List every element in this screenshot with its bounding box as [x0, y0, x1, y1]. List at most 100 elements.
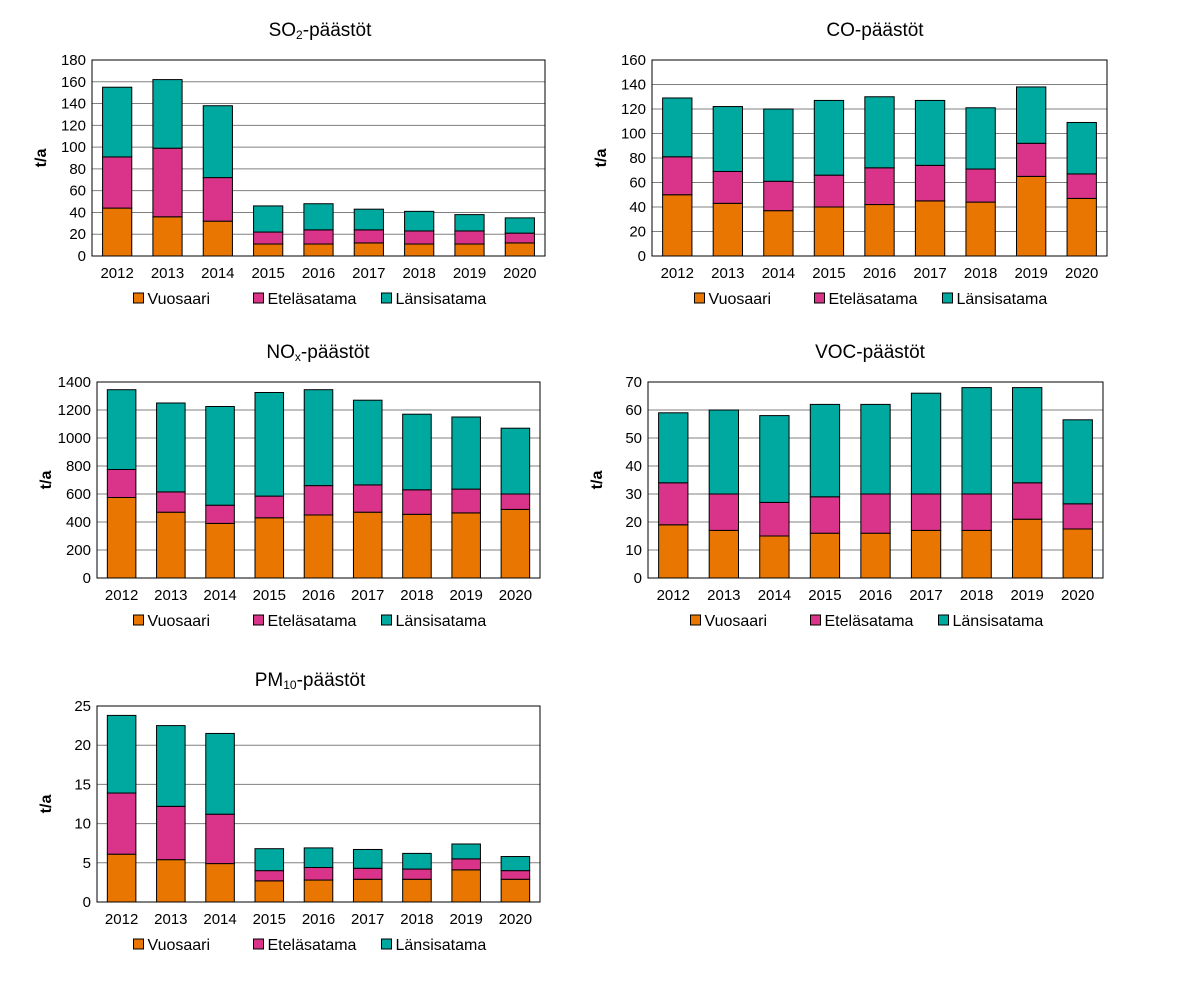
bar-eteläsatama-2012 — [658, 482, 689, 526]
bar-eteläsatama-2012 — [102, 156, 133, 209]
bar-eteläsatama-2012 — [106, 469, 137, 498]
bar-länsisatama-2020 — [1062, 419, 1093, 505]
y-tick-label: 15 — [74, 776, 91, 793]
plot-area — [96, 381, 541, 579]
bar-vuosaari-2019 — [451, 512, 481, 579]
x-tick-label: 2014 — [203, 587, 236, 604]
y-tick-label: 140 — [61, 96, 86, 113]
bar-länsisatama-2016 — [303, 389, 334, 487]
y-axis-label: t/a — [589, 471, 606, 490]
plot-area — [651, 59, 1108, 257]
bar-vuosaari-2012 — [102, 207, 133, 257]
title-sub: 2 — [296, 28, 303, 42]
x-tick-label: 2016 — [302, 911, 335, 928]
y-axis-label: t/a — [38, 471, 55, 490]
bar-eteläsatama-2014 — [759, 501, 790, 537]
y-tick-label: 1000 — [58, 430, 91, 447]
bar-länsisatama-2017 — [914, 99, 946, 166]
y-tick-label: 60 — [629, 175, 646, 192]
y-tick-label: 800 — [66, 458, 91, 475]
bar-länsisatama-2019 — [454, 214, 485, 232]
legend-label: Länsisatama — [396, 291, 487, 308]
bar-länsisatama-2016 — [303, 847, 334, 869]
title-suffix: -päästöt — [296, 670, 366, 691]
y-axis-label: t/a — [38, 795, 55, 814]
legend: Vuosaari Eteläsatama Länsisatama — [133, 613, 486, 630]
legend-label: Länsisatama — [957, 291, 1048, 308]
y-tick-label: 40 — [69, 204, 86, 221]
bar-eteläsatama-2013 — [708, 493, 739, 531]
bar-eteläsatama-2014 — [202, 177, 233, 222]
bar-länsisatama-2013 — [156, 725, 186, 807]
bar-eteläsatama-2013 — [156, 805, 186, 861]
bar-vuosaari-2015 — [254, 880, 285, 903]
y-tick-label: 160 — [621, 52, 646, 69]
bar-vuosaari-2018 — [402, 513, 432, 579]
legend-swatch-vuosaari — [133, 292, 144, 304]
x-tick-label: 2017 — [352, 265, 385, 282]
chart-title: CO-päästöt — [826, 20, 923, 42]
x-tick-label: 2019 — [449, 587, 482, 604]
legend-swatch-eteläsatama — [253, 614, 264, 626]
y-tick-label: 400 — [66, 514, 91, 531]
y-tick-label: 60 — [625, 402, 642, 419]
bar-vuosaari-2013 — [152, 216, 183, 257]
chart-title: NOx-päästöt — [266, 342, 369, 364]
bar-länsisatama-2014 — [763, 108, 794, 182]
legend-label: Eteläsatama — [268, 291, 357, 308]
legend: Vuosaari Eteläsatama Länsisatama — [133, 937, 486, 954]
x-tick-label: 2012 — [661, 265, 694, 282]
bar-länsisatama-2016 — [864, 96, 895, 169]
bar-vuosaari-2013 — [156, 859, 186, 903]
title-sub: 10 — [283, 678, 297, 692]
y-tick-label: 60 — [69, 183, 86, 200]
legend: Vuosaari Eteläsatama Länsisatama — [690, 613, 1043, 630]
bar-länsisatama-2020 — [1066, 121, 1097, 175]
bar-vuosaari-2018 — [402, 878, 432, 903]
bar-vuosaari-2014 — [763, 210, 794, 257]
bar-vuosaari-2017 — [352, 878, 383, 903]
x-tick-label: 2013 — [154, 587, 187, 604]
legend-swatch-vuosaari — [133, 938, 144, 950]
legend: Vuosaari Eteläsatama Länsisatama — [133, 291, 487, 308]
x-tick-label: 2014 — [758, 587, 791, 604]
bar-länsisatama-2014 — [205, 732, 235, 815]
bar-länsisatama-2012 — [658, 412, 689, 484]
bar-vuosaari-2012 — [658, 524, 689, 579]
y-tick-label: 20 — [629, 224, 646, 241]
x-tick-label: 2013 — [711, 265, 744, 282]
bar-eteläsatama-2012 — [662, 156, 693, 196]
y-tick-label: 120 — [621, 101, 646, 118]
bar-länsisatama-2019 — [451, 416, 481, 490]
y-tick-label: 1200 — [58, 402, 91, 419]
x-tick-label: 2017 — [909, 587, 942, 604]
bar-länsisatama-2013 — [156, 402, 186, 493]
y-tick-label: 20 — [625, 514, 642, 531]
y-tick-label: 0 — [634, 570, 642, 587]
legend-swatch-vuosaari — [694, 292, 705, 304]
x-tick-label: 2020 — [499, 911, 532, 928]
bar-eteläsatama-2019 — [451, 858, 481, 871]
x-tick-label: 2013 — [707, 587, 740, 604]
bar-eteläsatama-2014 — [763, 180, 794, 212]
bar-eteläsatama-2017 — [352, 484, 383, 513]
x-tick-label: 2019 — [453, 265, 486, 282]
y-tick-label: 10 — [625, 542, 642, 559]
bar-eteläsatama-2020 — [1062, 503, 1093, 530]
legend-swatch-länsisatama — [381, 614, 392, 626]
x-tick-label: 2019 — [1010, 587, 1043, 604]
bar-eteläsatama-2018 — [402, 868, 432, 880]
y-tick-label: 0 — [638, 248, 646, 265]
bar-länsisatama-2012 — [662, 97, 693, 158]
legend-swatch-eteläsatama — [810, 614, 821, 626]
y-tick-label: 0 — [78, 248, 86, 265]
x-tick-label: 2019 — [449, 911, 482, 928]
y-tick-label: 120 — [61, 117, 86, 134]
bar-vuosaari-2017 — [914, 200, 946, 257]
legend-label: Eteläsatama — [268, 613, 357, 630]
legend-label: Eteläsatama — [268, 937, 357, 954]
legend-label: Vuosaari — [709, 291, 772, 308]
bar-eteläsatama-2019 — [1012, 482, 1043, 520]
